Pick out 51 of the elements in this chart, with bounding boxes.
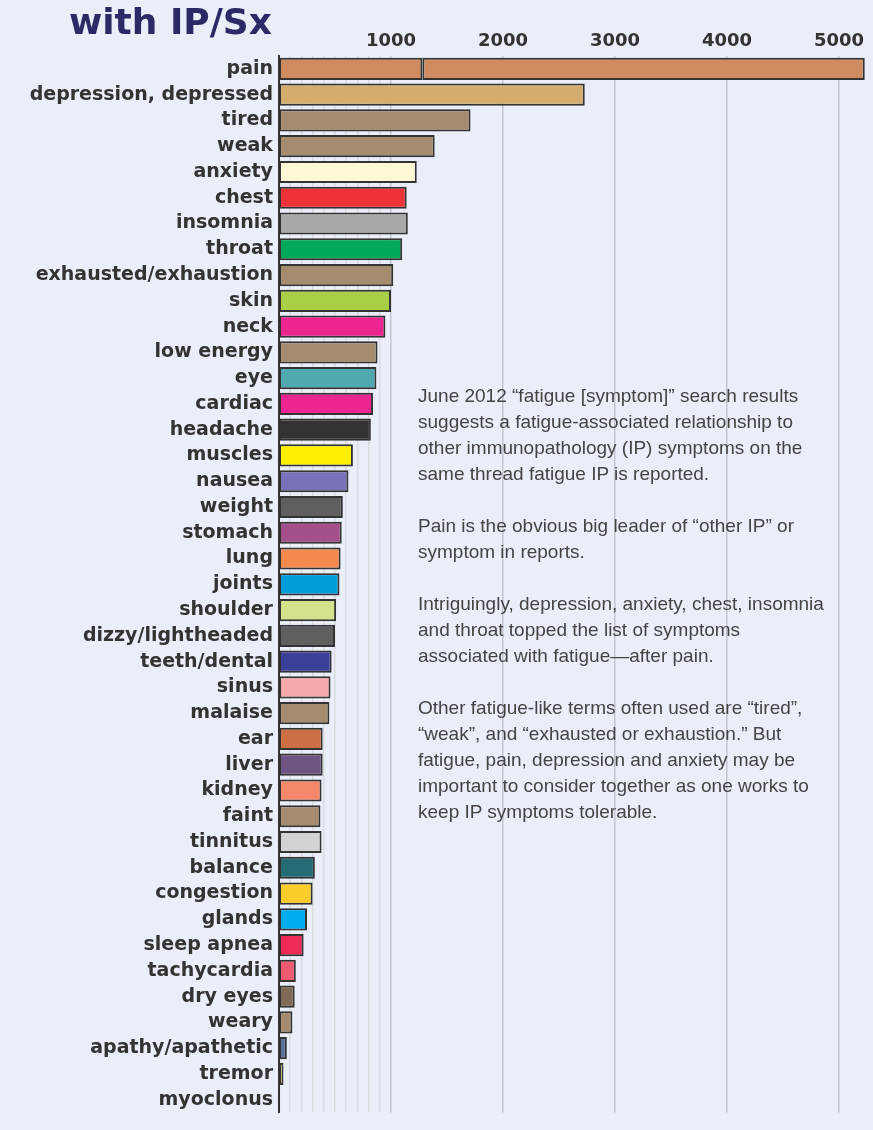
y-tick-label: sleep apnea: [143, 932, 273, 955]
y-tick-label: balance: [189, 854, 273, 877]
y-tick-label: weary: [207, 1009, 274, 1032]
annotation: June 2012 “fatigue [symptom]” search results suggests a fatigue-associated relationship to other immunopathology (IP) symptoms on the same thread fatigue IP is reported.: [418, 384, 804, 486]
x-tick-label: 3000: [589, 28, 641, 50]
y-tick-label: tired: [221, 107, 273, 130]
y-tick-label: depression, depressed: [29, 81, 273, 104]
annotation: Pain is the obvious big leader of “other IP” or symptom in reports.: [418, 514, 795, 564]
annotation: Other fatigue-like terms often used are “tired”, “weak”, and “exhausted or exhaustion.” But fatigue, pain, depression and anxiety may be important to consider together as one works to keep IP symptoms tolerable.: [418, 696, 810, 824]
y-tick-label: teeth/dental: [140, 648, 273, 671]
y-tick-label: lung: [225, 545, 273, 568]
x-tick-label: 1000: [365, 28, 417, 50]
y-tick-label: sinus: [216, 674, 273, 697]
y-tick-label: kidney: [201, 777, 274, 800]
y-tick-label: liver: [225, 751, 274, 774]
y-tick-label: ear: [237, 725, 274, 748]
y-tick-label: chest: [214, 184, 273, 207]
y-tick-label: tachycardia: [147, 957, 273, 980]
annotation: Intriguingly, depression, anxiety, chest, insomnia and throat topped the list of symptoms associated with fatigue—after pain.: [418, 592, 825, 668]
y-tick-label: faint: [222, 803, 273, 826]
y-tick-label: joints: [212, 571, 273, 594]
x-tick-label: 2000: [477, 28, 529, 50]
y-tick-label: muscles: [186, 442, 273, 465]
y-tick-label: tinnitus: [189, 828, 273, 851]
y-tick-label: eye: [234, 365, 273, 388]
y-tick-label: cardiac: [195, 390, 273, 413]
y-tick-label: nausea: [196, 468, 273, 491]
y-tick-label: insomnia: [175, 210, 273, 233]
y-tick-label: congestion: [155, 880, 273, 903]
y-tick-label: neck: [222, 313, 274, 336]
y-tick-label: apathy/apathetic: [90, 1035, 273, 1058]
y-tick-label: skin: [229, 287, 273, 310]
y-tick-label: weight: [199, 493, 273, 516]
y-tick-label: shoulder: [179, 597, 274, 620]
y-tick-label: low energy: [154, 339, 274, 362]
y-tick-label: anxiety: [193, 158, 274, 181]
y-tick-label: pain: [226, 55, 273, 78]
y-tick-label: exhausted/exhaustion: [35, 261, 273, 284]
y-tick-label: dizzy/lightheaded: [82, 622, 273, 645]
y-tick-label: tremor: [199, 1060, 274, 1083]
y-tick-label: stomach: [182, 519, 273, 542]
x-tick-label: 5000: [813, 28, 865, 50]
y-tick-label: glands: [201, 906, 273, 929]
y-tick-label: throat: [206, 236, 273, 259]
y-tick-label: myoclonus: [158, 1086, 273, 1109]
x-tick-label: 4000: [701, 28, 753, 50]
y-tick-label: headache: [169, 416, 273, 439]
y-tick-label: weak: [217, 133, 274, 156]
y-tick-label: malaise: [190, 700, 273, 723]
chart-title: with IP/Sx: [67, 1, 272, 42]
y-tick-label: dry eyes: [181, 983, 273, 1006]
